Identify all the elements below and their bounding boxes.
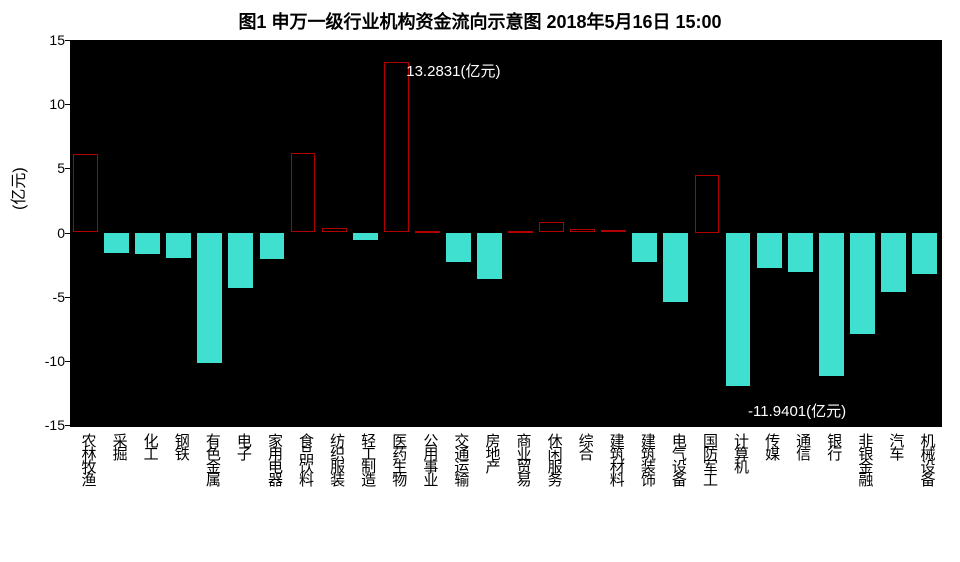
bar [228, 233, 253, 288]
y-tick-label: 0 [57, 225, 65, 241]
x-tick-label: 综合 [575, 433, 596, 459]
bar [726, 233, 751, 386]
bar [197, 233, 222, 364]
bar [757, 233, 782, 269]
x-tick-label: 化工 [140, 433, 161, 459]
x-tick-label: 电子 [233, 433, 254, 459]
y-tick [65, 40, 70, 41]
x-tick-label: 银行 [823, 433, 844, 459]
x-tick-label: 通信 [792, 433, 813, 459]
x-tick-label: 汽车 [885, 433, 906, 459]
x-tick-label: 计算机 [730, 433, 751, 472]
y-tick-label: -15 [45, 417, 65, 433]
y-axis-label: (亿元) [5, 167, 29, 210]
bar [695, 175, 720, 233]
annotation: -11.9401(亿元) [748, 400, 846, 421]
x-tick-label: 休闲服务 [544, 433, 565, 485]
x-tick-label: 房地产 [481, 433, 502, 472]
bar [850, 233, 875, 334]
bar [819, 233, 844, 377]
bar [508, 231, 533, 233]
chart-container: 图1 申万一级行业机构资金流向示意图 2018年5月16日 15:00 (亿元)… [0, 0, 960, 562]
x-tick-label: 传媒 [761, 433, 782, 459]
bar [73, 154, 98, 232]
bar [260, 233, 285, 259]
y-tick-label: -10 [45, 353, 65, 369]
x-tick-label: 有色金属 [202, 433, 223, 485]
bar [104, 233, 129, 254]
x-tick-label: 家用电器 [264, 433, 285, 485]
bar [632, 233, 657, 263]
y-tick-label: -5 [53, 289, 65, 305]
bar [881, 233, 906, 292]
x-tick-label: 建筑装饰 [637, 433, 658, 485]
annotation: 13.2831(亿元) [406, 60, 500, 81]
bar [384, 62, 409, 232]
x-tick-label: 轻工制造 [357, 433, 378, 485]
x-tick-label: 非银金融 [854, 433, 875, 485]
x-tick-label: 钢铁 [171, 433, 192, 459]
bar [663, 233, 688, 302]
bar [446, 233, 471, 263]
x-tick-label: 医药生物 [388, 433, 409, 485]
bar [166, 233, 191, 259]
y-tick [65, 104, 70, 105]
y-tick [65, 425, 70, 426]
bar [539, 222, 564, 232]
bar [353, 233, 378, 241]
y-tick-label: 15 [49, 32, 65, 48]
bar [477, 233, 502, 279]
x-tick-label: 农林牧渔 [78, 433, 99, 485]
y-tick-label: 10 [49, 96, 65, 112]
x-tick-label: 建筑材料 [606, 433, 627, 485]
bar [135, 233, 160, 255]
bar [415, 231, 440, 233]
x-tick-label: 商业贸易 [513, 433, 534, 485]
bar [570, 229, 595, 233]
x-tick-label: 公用事业 [419, 433, 440, 485]
y-tick [65, 297, 70, 298]
x-tick-label: 电气设备 [668, 433, 689, 485]
y-tick-label: 5 [57, 160, 65, 176]
bar [788, 233, 813, 273]
x-tick-label: 纺织服装 [326, 433, 347, 485]
y-tick [65, 361, 70, 362]
bar [912, 233, 937, 274]
x-tick-label: 采掘 [109, 433, 130, 459]
y-tick [65, 168, 70, 169]
bar [291, 153, 316, 233]
bar [322, 228, 347, 232]
y-tick [65, 233, 70, 234]
x-tick-label: 食品饮料 [295, 433, 316, 485]
x-tick-label: 交通运输 [450, 433, 471, 485]
x-tick-label: 国防军工 [699, 433, 720, 485]
x-tick-label: 机械设备 [916, 433, 937, 485]
chart-title: 图1 申万一级行业机构资金流向示意图 2018年5月16日 15:00 [0, 8, 960, 34]
bar [601, 230, 626, 233]
